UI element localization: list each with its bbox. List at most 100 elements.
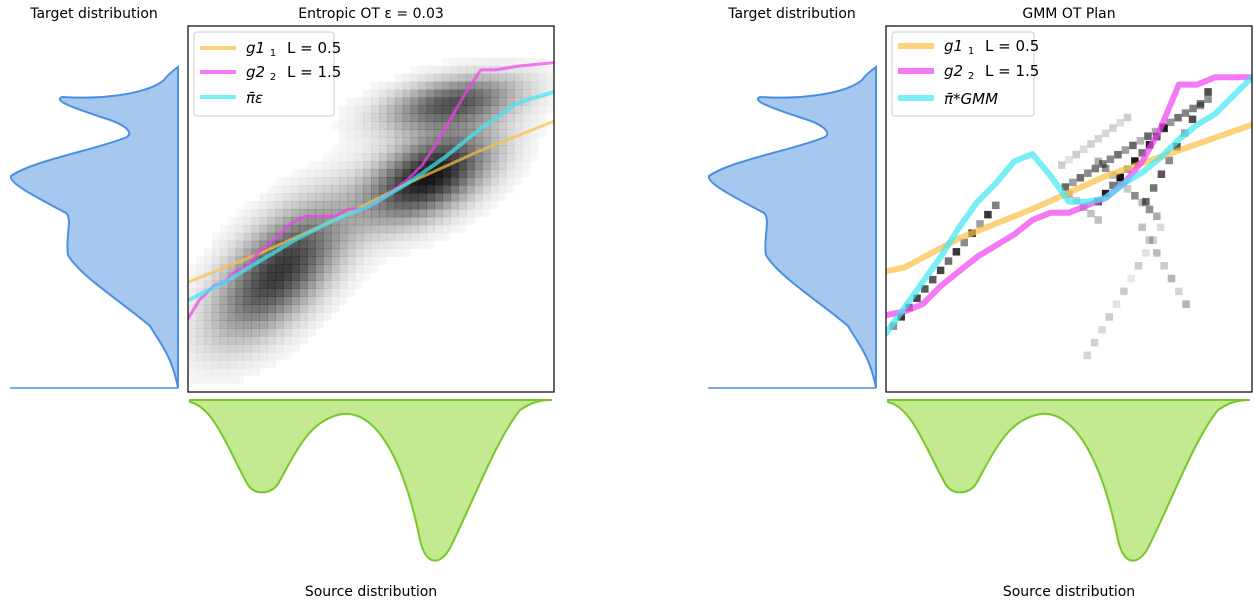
heat-cell <box>339 113 348 122</box>
heat-cell <box>466 216 475 226</box>
heat-cell <box>283 272 292 281</box>
heat-cell <box>426 137 435 146</box>
heat-cell <box>394 216 404 226</box>
heat-cell <box>434 224 443 234</box>
heat-cell <box>291 304 300 313</box>
heat-cell <box>1160 261 1168 270</box>
heat-cell <box>339 280 348 289</box>
panel-1-plot-area: g1 1 L = 0.5 g2 2 L = 1.5 π̄*GMM <box>885 25 1253 393</box>
series-line-g2 <box>188 61 554 321</box>
heat-cell <box>498 57 507 67</box>
heat-cell <box>1105 313 1114 321</box>
heat-cell <box>522 89 531 98</box>
heat-cell <box>347 161 356 170</box>
heat-cell <box>410 240 420 250</box>
heat-cell <box>235 368 244 377</box>
heat-cell <box>482 73 491 82</box>
heat-cell <box>299 185 308 194</box>
heat-cell <box>195 320 205 329</box>
heat-cell <box>1129 141 1137 150</box>
heat-cell <box>371 137 380 146</box>
heat-cell <box>394 81 404 90</box>
heat-cell <box>331 169 340 178</box>
heat-cell <box>450 113 459 122</box>
heat-cell <box>299 216 308 226</box>
heat-cell <box>219 296 229 305</box>
heat-cell <box>211 248 221 258</box>
heat-cell <box>506 73 515 82</box>
heat-cell <box>426 232 435 242</box>
heat-cell <box>498 185 507 194</box>
heat-cell <box>267 240 276 250</box>
heat-cell <box>1204 88 1212 96</box>
panel-1-source-label: Source distribution <box>1003 584 1135 600</box>
heat-cell <box>458 169 467 178</box>
heat-cell <box>450 73 459 82</box>
heat-cell <box>1204 95 1212 103</box>
heat-cell <box>458 97 467 106</box>
heat-cell <box>378 121 388 130</box>
heat-cell <box>307 177 316 186</box>
panel-1-legend-label-g1: g1 1 L = 0.5 <box>944 37 1039 58</box>
heat-cell <box>283 280 292 289</box>
heat-cell <box>339 129 347 137</box>
heat-cell <box>498 121 507 130</box>
heat-cell <box>434 193 443 202</box>
heat-cell <box>227 336 237 345</box>
heat-cell <box>1123 185 1132 193</box>
heat-cell <box>410 105 420 114</box>
heat-cell <box>227 328 237 337</box>
heat-cell <box>1145 236 1154 244</box>
heat-cell <box>307 264 316 273</box>
heat-cell <box>363 193 372 202</box>
heat-cell <box>410 232 420 242</box>
heat-cell <box>235 216 244 226</box>
heat-cell <box>195 336 205 345</box>
panel-0-title: Entropic OT ε = 0.03 <box>298 6 444 22</box>
heat-cell <box>474 137 483 146</box>
heat-cell <box>188 272 197 281</box>
heat-cell <box>450 97 459 106</box>
heat-cell <box>243 272 252 281</box>
heat-cell <box>299 224 308 234</box>
heat-cell <box>410 73 420 82</box>
heat-cell <box>394 193 404 202</box>
heat-cell <box>283 296 292 305</box>
heat-cell <box>339 264 348 273</box>
heat-cell <box>490 193 499 202</box>
heat-cell <box>227 224 237 234</box>
heat-cell <box>283 320 292 329</box>
heat-cell <box>1109 181 1117 190</box>
heat-cell <box>928 275 937 284</box>
heat-cell <box>546 65 554 75</box>
heat-cell <box>458 145 467 154</box>
heat-cell <box>490 169 499 178</box>
heat-cell <box>331 209 340 218</box>
heat-cell <box>331 232 340 242</box>
heat-cell <box>291 209 300 218</box>
heat-cell <box>243 304 252 313</box>
heat-cell <box>442 137 451 146</box>
heat-cell <box>458 209 467 218</box>
heat-cell <box>339 296 348 305</box>
heat-cell <box>418 209 427 218</box>
heat-cell <box>1087 209 1095 218</box>
heat-cell <box>251 264 260 273</box>
heat-cell <box>347 121 356 130</box>
heat-cell <box>283 224 292 234</box>
heat-cell <box>275 272 284 281</box>
heat-cell <box>203 248 213 258</box>
heat-cell <box>498 169 507 178</box>
heat-cell <box>1136 137 1145 145</box>
heat-cell <box>386 121 396 130</box>
heat-cell <box>220 225 228 233</box>
heat-cell <box>219 248 229 258</box>
heat-cell <box>355 145 364 154</box>
heat-cell <box>347 280 356 289</box>
series-line-g2 <box>886 74 1252 319</box>
heat-cell <box>299 280 308 289</box>
heat-cell <box>323 296 332 305</box>
heat-cell <box>402 121 412 130</box>
heat-cell <box>227 296 237 305</box>
heat-cell <box>426 201 435 210</box>
